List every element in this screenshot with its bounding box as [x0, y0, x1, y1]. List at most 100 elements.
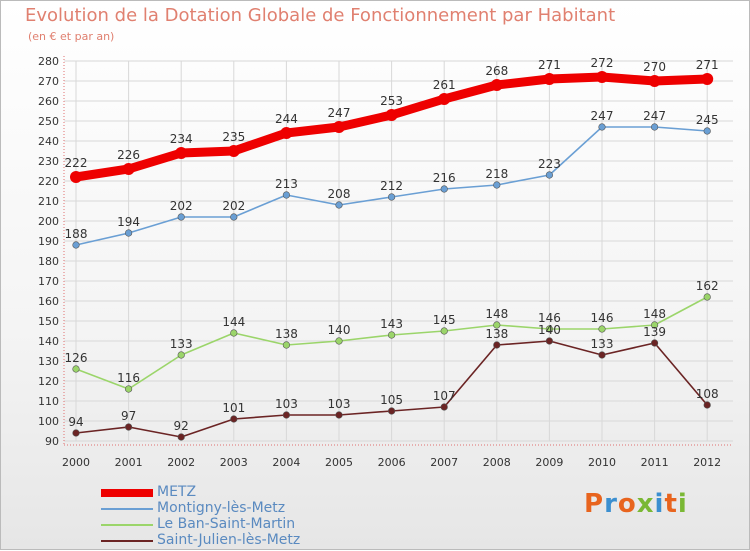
data-point — [703, 293, 711, 301]
y-tick-label: 240 — [38, 135, 59, 148]
data-label: 103 — [328, 397, 351, 411]
legend-label: Saint-Julien-lès-Metz — [157, 532, 301, 548]
data-point — [385, 109, 398, 121]
data-label: 245 — [696, 113, 719, 127]
data-label: 140 — [328, 323, 351, 337]
data-label: 268 — [485, 64, 508, 78]
data-point — [388, 331, 396, 339]
data-point — [72, 241, 80, 249]
data-label: 216 — [433, 171, 456, 185]
legend-swatch — [101, 540, 153, 542]
data-label: 247 — [643, 109, 666, 123]
data-label: 271 — [696, 58, 719, 72]
data-point — [230, 415, 238, 423]
x-tick-label: 2011 — [641, 456, 669, 469]
data-point — [335, 337, 343, 345]
y-tick-label: 200 — [38, 215, 59, 228]
x-tick-label: 2000 — [62, 456, 90, 469]
y-tick-label: 270 — [38, 75, 59, 88]
data-point — [177, 213, 185, 221]
y-tick-label: 230 — [38, 155, 59, 168]
legend-swatch — [101, 508, 153, 510]
y-tick-label: 180 — [38, 255, 59, 268]
data-label: 103 — [275, 397, 298, 411]
data-point — [70, 171, 82, 183]
data-point — [124, 423, 133, 431]
data-point — [545, 325, 554, 333]
data-point — [703, 127, 711, 135]
data-label: 272 — [591, 56, 614, 70]
data-label: 138 — [485, 327, 508, 341]
y-tick-label: 140 — [38, 335, 59, 348]
data-labels: 222 226 234 235 244 247 253 261 268 271 272 270 271 1… — [65, 56, 719, 433]
data-label: 247 — [328, 106, 351, 120]
data-point — [227, 145, 240, 157]
data-label: 202 — [222, 199, 245, 213]
data-label: 212 — [380, 179, 403, 193]
series-markers — [70, 71, 714, 441]
x-tick-label: 2009 — [535, 456, 563, 469]
data-point — [333, 121, 345, 133]
data-point — [543, 73, 556, 85]
data-point — [650, 123, 659, 131]
y-tick-label: 150 — [38, 315, 59, 328]
data-label: 270 — [643, 60, 666, 74]
data-point — [545, 171, 554, 179]
data-label: 94 — [68, 415, 83, 429]
data-label: 247 — [591, 109, 614, 123]
data-point — [493, 181, 501, 189]
data-label: 194 — [117, 215, 140, 229]
data-point — [72, 365, 80, 373]
x-tick-label: 2006 — [378, 456, 406, 469]
data-label: 244 — [275, 112, 298, 126]
data-label: 261 — [433, 78, 456, 92]
y-tick-label: 190 — [38, 235, 59, 248]
data-label: 97 — [121, 409, 136, 423]
data-point — [335, 201, 343, 209]
data-label: 213 — [275, 177, 298, 191]
grid — [64, 60, 733, 442]
x-tick-label: 2002 — [167, 456, 195, 469]
y-tick-label: 170 — [38, 275, 59, 288]
chart-title: Evolution de la Dotation Globale de Fonc… — [25, 5, 616, 26]
data-point — [124, 385, 133, 393]
legend-swatch — [101, 524, 153, 526]
data-label: 271 — [538, 58, 561, 72]
x-tick-label: 2012 — [693, 456, 721, 469]
data-point — [598, 351, 606, 359]
data-point — [438, 93, 451, 105]
data-label: 234 — [170, 132, 193, 146]
data-label: 101 — [222, 401, 245, 415]
data-label: 139 — [643, 325, 666, 339]
data-label: 218 — [485, 167, 508, 181]
data-point — [175, 147, 188, 159]
y-tick-label: 100 — [38, 415, 59, 428]
y-tick-label: 110 — [38, 395, 59, 408]
data-point — [598, 123, 606, 131]
data-label: 188 — [65, 227, 88, 241]
data-label: 235 — [222, 130, 245, 144]
legend-swatch — [101, 489, 153, 497]
data-point — [703, 401, 711, 409]
data-point — [440, 185, 448, 193]
data-label: 208 — [328, 187, 351, 201]
x-tick-label: 2008 — [483, 456, 511, 469]
data-label: 133 — [591, 337, 614, 351]
proxiti-logo: Proxiti — [584, 489, 688, 519]
y-tick-label: 130 — [38, 355, 59, 368]
data-point — [493, 341, 501, 349]
data-point — [282, 341, 291, 349]
data-label: 143 — [380, 317, 403, 331]
data-point — [440, 327, 448, 335]
x-tick-label: 2007 — [430, 456, 458, 469]
data-point — [177, 433, 185, 441]
data-point — [282, 411, 291, 419]
data-point — [388, 193, 396, 201]
data-point — [648, 75, 661, 87]
data-point — [545, 337, 554, 345]
y-tick-label: 250 — [38, 115, 59, 128]
legend-label: METZ — [157, 484, 197, 500]
y-tick-label: 280 — [38, 55, 59, 68]
